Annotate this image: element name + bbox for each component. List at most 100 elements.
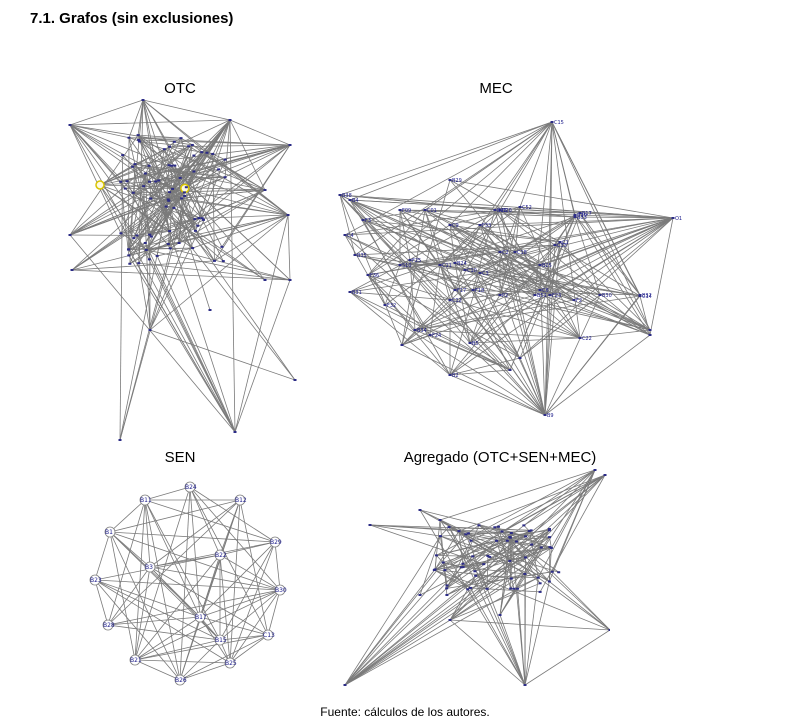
edge [109, 531, 201, 618]
node [488, 555, 492, 558]
edge [449, 224, 536, 296]
node [557, 571, 561, 574]
node [368, 524, 372, 526]
edge [369, 524, 484, 565]
node [505, 539, 509, 542]
edge [510, 537, 541, 584]
edge [339, 194, 403, 346]
edge [109, 531, 281, 591]
node [288, 279, 292, 281]
sen-node [214, 549, 226, 561]
node [434, 554, 438, 557]
edge [150, 195, 185, 199]
node [148, 329, 152, 331]
edge [464, 244, 556, 271]
node [648, 329, 652, 331]
node [154, 180, 158, 183]
edge [419, 535, 441, 596]
edge [119, 195, 186, 441]
node [166, 198, 170, 201]
edge [494, 209, 581, 339]
node [353, 254, 357, 256]
node-label: F24 [432, 333, 441, 339]
edge [539, 217, 674, 291]
edge [69, 124, 193, 146]
edge [126, 181, 152, 237]
edge [155, 181, 171, 232]
edge [164, 148, 187, 188]
node-label: F25 [412, 258, 421, 264]
edge [524, 536, 550, 575]
node [168, 191, 172, 194]
edge [185, 151, 203, 188]
edge [472, 537, 511, 557]
node [180, 183, 190, 194]
node [573, 214, 577, 216]
edge [499, 251, 546, 416]
node-label: C10 [467, 268, 477, 274]
edge [287, 214, 291, 281]
edge [142, 99, 289, 216]
edge [454, 262, 641, 297]
edge [401, 334, 431, 346]
node [178, 176, 182, 179]
edge [339, 194, 451, 301]
edge [128, 192, 185, 250]
node [453, 262, 457, 264]
node [205, 151, 209, 154]
edge [479, 264, 541, 274]
edge [144, 486, 191, 501]
edge [472, 547, 552, 557]
node [509, 577, 513, 580]
edge [472, 556, 488, 589]
edge [157, 247, 193, 257]
edge [344, 217, 674, 236]
node [126, 248, 130, 251]
edge [486, 555, 489, 589]
sen-node [194, 611, 206, 623]
edge [469, 337, 581, 344]
edge [178, 217, 200, 244]
edge [367, 274, 581, 339]
edge [219, 541, 276, 641]
sen-node-label: B15 [215, 637, 227, 644]
edge [362, 219, 451, 376]
edge [171, 165, 204, 221]
node-label: B51 [537, 293, 547, 299]
node [233, 431, 237, 433]
edge [367, 121, 553, 276]
edge [144, 153, 214, 244]
node [533, 294, 537, 296]
edge [344, 234, 456, 291]
edge [178, 188, 186, 244]
edge [150, 152, 208, 199]
edge [344, 569, 446, 686]
edge [165, 206, 171, 249]
node-label: F2 [576, 298, 582, 304]
edge [128, 255, 236, 433]
edge [134, 163, 193, 249]
edge [434, 530, 460, 570]
edge [367, 274, 521, 359]
sen-node-label: C13 [263, 632, 275, 639]
node [448, 374, 452, 376]
node [468, 586, 472, 589]
edge [548, 547, 551, 582]
node [68, 124, 72, 126]
edges [69, 99, 296, 441]
node [286, 214, 290, 216]
node-label: F23 [552, 293, 561, 299]
node [572, 299, 576, 301]
node [432, 569, 436, 572]
edge [109, 499, 146, 533]
edge [234, 279, 291, 433]
node-label: B32 [642, 293, 652, 299]
edge [69, 124, 130, 139]
node [400, 344, 404, 346]
edge [401, 344, 546, 416]
node [155, 254, 159, 257]
edge [409, 259, 546, 416]
edge [486, 530, 550, 590]
node [343, 684, 347, 686]
node [192, 170, 196, 173]
